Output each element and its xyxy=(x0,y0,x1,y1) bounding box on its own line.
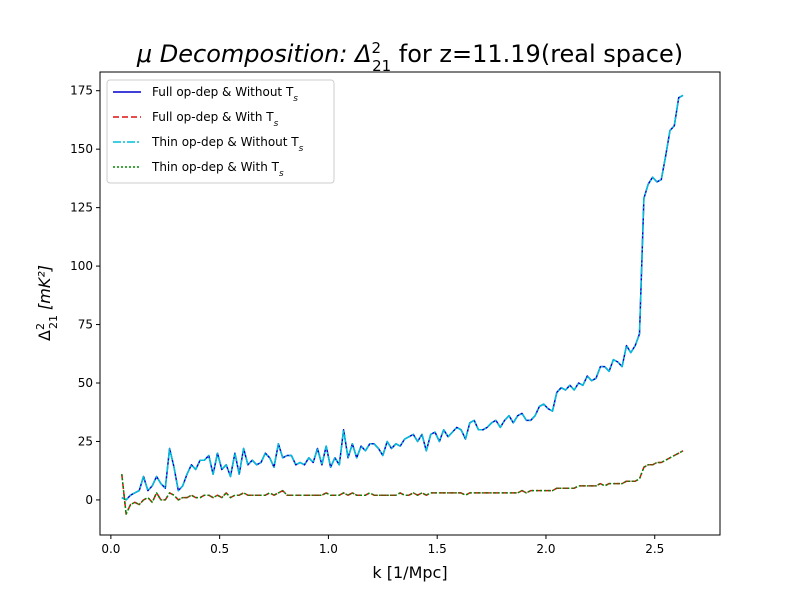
y-tick-label: 150 xyxy=(70,142,93,156)
x-tick-label: 1.0 xyxy=(319,542,338,556)
x-tick-label: 0.0 xyxy=(101,542,120,556)
chart-title: μ Decomposition: Δ2 21 for z=11.19(real s… xyxy=(136,39,683,75)
y-axis: 0 25 50 75 100 125 150 175 xyxy=(70,84,100,507)
y-tick-label: 75 xyxy=(78,318,93,332)
x-tick-label: 0.5 xyxy=(210,542,229,556)
legend-label-1: Full op-dep & Without Ts xyxy=(152,85,298,104)
y-tick-label: 0 xyxy=(85,493,93,507)
legend-box xyxy=(106,79,335,184)
x-tick-label: 2.0 xyxy=(536,542,555,556)
legend: Full op-dep & Without Ts Full op-dep & Wi… xyxy=(106,79,335,184)
y-axis-label: Δ221 [mK²] xyxy=(34,265,60,341)
plot-area xyxy=(99,71,721,536)
x-tick-label: 2.5 xyxy=(645,542,664,556)
series-line-4 xyxy=(121,450,684,515)
legend-label-3: Thin op-dep & Without Ts xyxy=(151,135,304,154)
series-line-3 xyxy=(121,94,684,501)
y-tick-label: 175 xyxy=(70,84,93,98)
y-tick-label: 25 xyxy=(78,434,93,448)
series-group xyxy=(121,94,684,515)
y-tick-label: 100 xyxy=(70,259,93,273)
x-axis: 0.0 0.5 1.0 1.5 2.0 2.5 xyxy=(101,535,664,556)
y-tick-label: 125 xyxy=(70,201,93,215)
y-tick-label: 50 xyxy=(78,376,93,390)
legend-label-4: Thin op-dep & With Ts xyxy=(151,160,284,179)
x-tick-label: 1.5 xyxy=(428,542,447,556)
x-axis-label: k [1/Mpc] xyxy=(372,563,447,582)
legend-label-2: Full op-dep & With Ts xyxy=(152,110,279,129)
